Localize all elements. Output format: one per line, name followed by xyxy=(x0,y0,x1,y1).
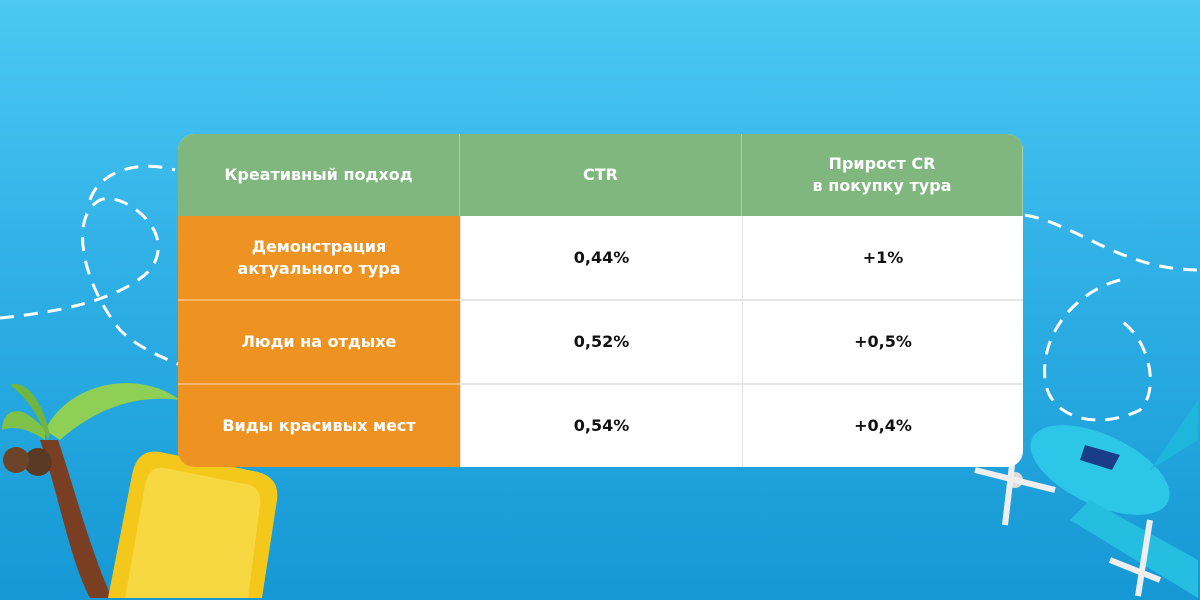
results-table: Креативный подход CTR Прирост CR в покуп… xyxy=(178,134,1023,467)
dashed-flight-path-right xyxy=(1024,213,1200,422)
row-1-cr-growth: +1% xyxy=(742,216,1023,299)
row-1-approach: Демонстрация актуального тура xyxy=(178,216,460,299)
row-3-ctr: 0,54% xyxy=(460,383,742,467)
dashed-flight-path-left xyxy=(0,197,181,367)
row-3-cr-growth: +0,4% xyxy=(742,383,1023,467)
row-3-approach: Виды красивых мест xyxy=(178,383,460,467)
row-2-cr-growth: +0,5% xyxy=(742,299,1023,383)
palm-tree-icon xyxy=(2,383,180,598)
header-ctr: CTR xyxy=(460,134,742,216)
header-approach: Креативный подход xyxy=(178,134,460,216)
suitcase-icon xyxy=(108,451,278,598)
row-1-ctr: 0,44% xyxy=(460,216,742,299)
header-cr-growth: Прирост CR в покупку тура xyxy=(742,134,1023,216)
dashed-flight-path-top xyxy=(88,164,176,201)
airplane-icon xyxy=(974,400,1198,598)
row-2-approach: Люди на отдыхе xyxy=(178,299,460,383)
row-2-ctr: 0,52% xyxy=(460,299,742,383)
